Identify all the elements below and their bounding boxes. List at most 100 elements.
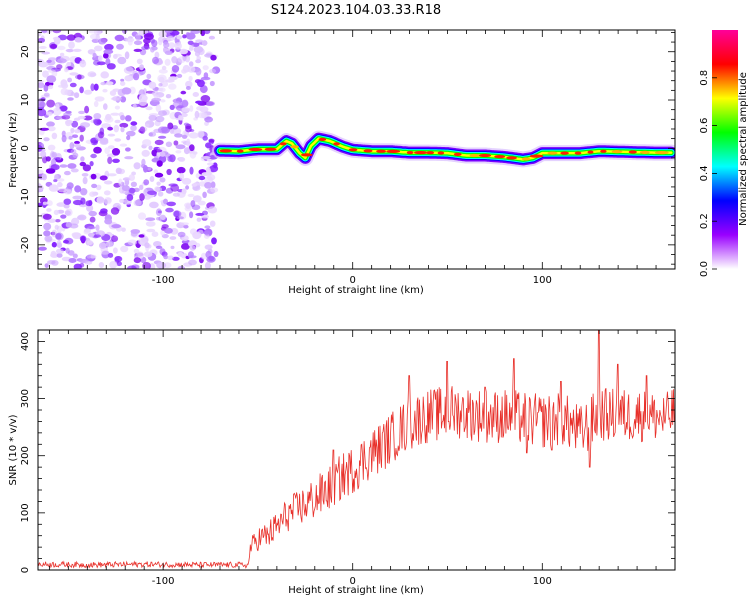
noise-blob — [189, 245, 196, 251]
ridge-peak — [248, 147, 263, 152]
noise-blob — [93, 234, 102, 238]
noise-blob — [156, 160, 163, 167]
noise-blob — [156, 181, 161, 186]
noise-blob — [51, 132, 58, 140]
noise-blob — [158, 83, 163, 87]
ridge-peak — [611, 150, 623, 154]
noise-blob — [93, 100, 99, 108]
noise-blob — [56, 242, 63, 248]
noise-blob — [194, 50, 201, 57]
noise-blob — [103, 180, 113, 185]
noise-blob — [201, 112, 208, 119]
noise-blob — [74, 185, 82, 193]
noise-blob — [139, 64, 145, 71]
noise-blob — [86, 254, 91, 259]
noise-blob — [38, 61, 49, 68]
noise-blob — [38, 246, 47, 251]
noise-blob — [42, 201, 48, 205]
noise-blob — [202, 65, 209, 71]
noise-blob — [104, 218, 113, 225]
noise-blob — [125, 66, 134, 72]
noise-blob — [107, 252, 114, 258]
noise-blob — [141, 158, 146, 167]
noise-blob — [192, 92, 199, 97]
noise-blob — [159, 151, 166, 157]
noise-blob — [120, 115, 126, 121]
colorbar-bar — [712, 30, 738, 269]
noise-blob — [93, 146, 102, 154]
noise-blob — [121, 87, 132, 95]
noise-blob — [196, 217, 202, 222]
noise-blob — [111, 148, 121, 156]
noise-blob — [157, 126, 168, 134]
noise-blob — [148, 145, 153, 151]
noise-blob — [146, 73, 152, 80]
noise-blob — [80, 122, 91, 128]
noise-blob — [38, 31, 42, 37]
noise-blob — [87, 232, 95, 237]
noise-blob — [122, 177, 131, 181]
spectrogram-x-tick-label: 0 — [350, 275, 356, 286]
spectrogram-frame — [37, 29, 676, 270]
noise-blob — [72, 253, 78, 259]
noise-blob — [105, 81, 114, 86]
noise-blob — [189, 144, 195, 152]
noise-blob — [143, 179, 150, 186]
noise-blob — [175, 144, 186, 150]
noise-blob — [96, 61, 106, 66]
noise-blob — [154, 172, 164, 178]
noise-blob — [43, 84, 49, 92]
noise-blob — [89, 216, 96, 223]
noise-blob — [74, 37, 83, 43]
noise-blob — [171, 256, 180, 261]
noise-blob — [148, 81, 157, 89]
noise-blob — [185, 32, 196, 40]
noise-blob — [47, 69, 56, 73]
noise-blob — [128, 187, 136, 194]
noise-blob — [38, 169, 44, 175]
noise-blob — [110, 112, 120, 116]
noise-blob — [51, 241, 57, 248]
noise-blob — [70, 127, 75, 134]
noise-blob — [103, 49, 114, 55]
noise-blob — [145, 106, 153, 111]
colorbar: 0.0 0.2 0.4 0.6 0.8 Normalized spectral ampl… — [699, 30, 749, 277]
noise-blob — [39, 101, 46, 108]
noise-blob — [77, 214, 87, 221]
noise-blob — [208, 35, 215, 40]
noise-blob — [94, 45, 103, 52]
noise-blob — [70, 149, 77, 154]
noise-blob — [181, 243, 190, 250]
noise-blob — [61, 134, 67, 143]
noise-blob — [111, 224, 122, 229]
noise-blob — [117, 56, 127, 65]
noise-blob — [167, 155, 173, 162]
ridge-peak — [386, 149, 401, 153]
colorbar-label: Normalized spectral amplitude — [738, 72, 749, 226]
noise-blob — [158, 76, 165, 83]
noise-blob — [143, 251, 153, 258]
noise-blob — [74, 140, 80, 145]
noise-blob — [55, 219, 61, 223]
noise-blob — [161, 65, 167, 71]
noise-blob — [172, 192, 180, 197]
noise-blob — [54, 232, 64, 241]
noise-blob — [105, 241, 113, 248]
noise-blob — [88, 30, 99, 34]
noise-blob — [119, 143, 128, 147]
snr-panel: -100 0 100 0 100 200 300 400 Height of straight… — [8, 329, 676, 596]
noise-blob — [86, 204, 94, 212]
noise-blob — [192, 195, 202, 203]
noise-blob — [206, 101, 215, 107]
noise-blob — [98, 55, 103, 62]
noise-blob — [209, 68, 217, 74]
noise-blob — [211, 237, 217, 245]
noise-blob — [181, 177, 192, 185]
noise-blob — [169, 104, 175, 110]
noise-blob — [180, 112, 188, 118]
noise-blob — [164, 58, 171, 66]
noise-blob — [181, 134, 188, 139]
noise-blob — [190, 200, 196, 208]
noise-blob — [210, 181, 216, 189]
